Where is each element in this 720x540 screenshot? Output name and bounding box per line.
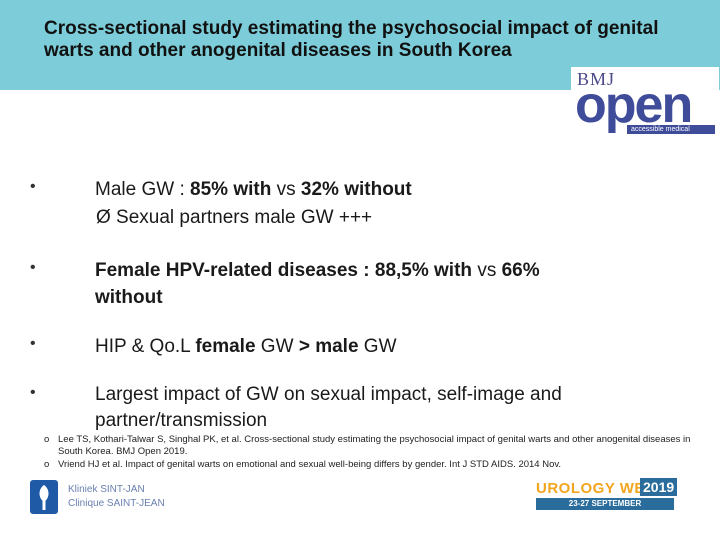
bullet-text: HIP & Qo.L <box>95 336 196 357</box>
bullet-text: Largest impact of GW on sexual impact, s… <box>95 384 562 405</box>
bullet-marker: • <box>30 335 36 352</box>
bullet-bold: 32% <box>295 179 339 200</box>
bullet-bold: 66% <box>496 260 540 281</box>
bullet-bold: with <box>228 179 277 200</box>
bullet-bold: without <box>95 287 163 308</box>
bullet-marker: • <box>30 384 36 401</box>
reference-item: o Vriend HJ et al. Impact of genital war… <box>44 459 694 471</box>
reference-item: o Lee TS, Kothari-Talwar S, Singhal PK, … <box>44 434 694 458</box>
urology-week-logo: UROLOGY WEEK 2019 23-27 SEPTEMBER <box>536 478 678 512</box>
title-bar: Cross-sectional study estimating the psy… <box>0 0 720 90</box>
bullet-bold: 88,5% <box>374 260 429 281</box>
reference-marker: o <box>44 434 50 445</box>
bullet-bold: with <box>428 260 478 281</box>
bullet-marker: • <box>30 178 36 195</box>
sub-bullet-partners: Ø Sexual partners male GW +++ <box>96 207 373 228</box>
bullet-bold: female <box>195 336 256 357</box>
bullet-marker: • <box>30 259 36 276</box>
bullet-hip-qol: HIP & Qo.L female GW > male GW <box>95 333 705 360</box>
bullet-bold: > <box>298 336 310 357</box>
slide-title: Cross-sectional study estimating the psy… <box>44 18 659 61</box>
bullet-text: Male GW : <box>95 179 191 200</box>
urology-week-text: UROLOGY WEEK <box>536 480 667 497</box>
bullet-female-hpv: Female HPV-related diseases : 88,5% with… <box>95 257 705 311</box>
bullet-largest-impact: Largest impact of GW on sexual impact, s… <box>95 382 705 434</box>
bullet-text: GW <box>255 336 299 357</box>
logo-tagline: accessible medical research <box>627 125 715 142</box>
clinic-logo: Kliniek SINT-JAN Clinique SAINT-JEAN <box>30 478 190 518</box>
open-logo-text: open <box>575 76 693 134</box>
reference-text: Lee TS, Kothari-Talwar S, Singhal PK, et… <box>58 434 691 457</box>
bmj-logo-text: BMJ <box>577 69 616 89</box>
bullet-text: vs <box>276 179 296 200</box>
clinic-name-nl: Kliniek SINT-JAN <box>68 484 145 495</box>
bmj-open-logo: BMJ open accessible medical research <box>571 67 719 142</box>
bullet-text: partner/transmission <box>95 410 268 431</box>
bullet-male-gw: Male GW : 85% with vs 32% without <box>95 176 705 203</box>
reference-text: Vriend HJ et al. Impact of genital warts… <box>58 459 562 470</box>
urology-week-year: 2019 <box>640 478 678 496</box>
bullet-bold: 85% <box>190 179 229 200</box>
bullet-text: GW <box>358 336 397 357</box>
bullet-bold: male <box>315 336 359 357</box>
urology-week-dates: 23-27 SEPTEMBER <box>536 498 674 510</box>
clinic-emblem-icon <box>30 480 58 514</box>
references: o Lee TS, Kothari-Talwar S, Singhal PK, … <box>44 434 694 472</box>
bullet-bold: without <box>338 179 412 200</box>
clinic-name-fr: Clinique SAINT-JEAN <box>68 498 165 509</box>
bullet-bold: Female HPV-related diseases : <box>95 260 375 281</box>
bullet-text: vs <box>477 260 497 281</box>
reference-marker: o <box>44 459 50 470</box>
